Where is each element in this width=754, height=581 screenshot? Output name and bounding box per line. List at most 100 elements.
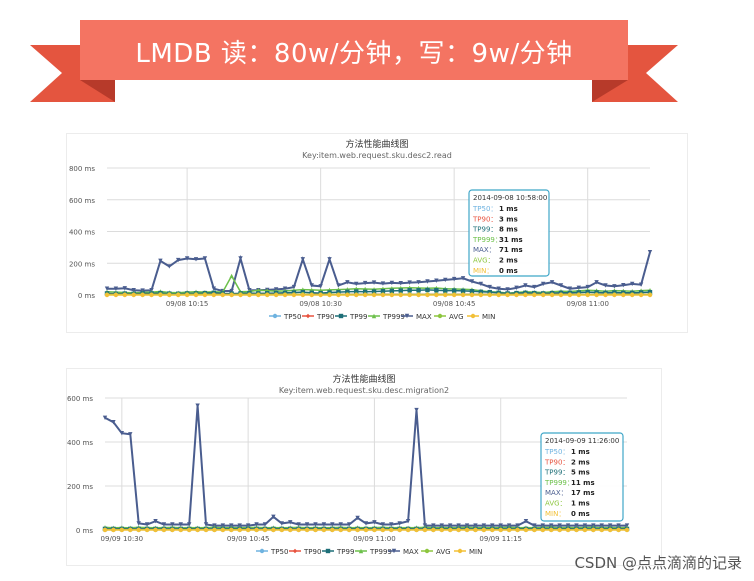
- data-point-max: [229, 288, 234, 294]
- data-point-min: [355, 527, 360, 533]
- data-point-min: [460, 292, 466, 298]
- data-point-max: [279, 521, 285, 526]
- data-point-max: [211, 286, 217, 291]
- data-point-max: [167, 264, 172, 269]
- data-point-max: [288, 520, 293, 525]
- data-point-min: [111, 527, 116, 533]
- data-point-min: [271, 527, 276, 533]
- data-point-min: [140, 292, 145, 298]
- tooltip-box: [468, 189, 550, 277]
- data-point-min: [532, 292, 537, 298]
- data-point-max: [490, 523, 495, 528]
- data-point-min: [422, 527, 428, 533]
- y-tick-label: 200 ms: [69, 260, 95, 268]
- data-point-max: [451, 276, 457, 282]
- data-point-max: [380, 522, 386, 527]
- data-point-max: [425, 279, 430, 284]
- legend-label: MAX: [416, 313, 432, 321]
- data-point-max: [443, 277, 448, 283]
- tooltip-row-value: 71 ms: [499, 246, 523, 254]
- data-point-min: [431, 527, 436, 533]
- data-point-min: [202, 292, 208, 298]
- data-point-max: [496, 286, 501, 291]
- data-point-max: [363, 521, 369, 526]
- data-point-min: [594, 292, 599, 298]
- data-point-min: [638, 292, 644, 298]
- data-point-max: [304, 522, 310, 527]
- data-point-max: [104, 286, 110, 291]
- data-point-min: [131, 292, 136, 298]
- data-point-min: [464, 527, 470, 533]
- legend-marker: [391, 548, 397, 554]
- data-point-max: [119, 431, 125, 436]
- tooltip-row-label: MAX：: [545, 489, 568, 497]
- data-point-min: [612, 292, 617, 298]
- tooltip-row-value: 1 ms: [499, 205, 518, 213]
- data-point-max: [131, 288, 136, 293]
- chart-panel-migration: 方法性能曲线图 Key:item.web.request.sku.desc.mig…: [66, 368, 662, 566]
- data-point-min: [624, 527, 630, 533]
- data-point-max: [296, 522, 301, 527]
- data-point-max: [540, 281, 546, 287]
- legend-label: TP999: [382, 313, 405, 321]
- data-point-min: [616, 527, 621, 533]
- data-point-min: [490, 527, 495, 533]
- data-point-min: [585, 292, 590, 298]
- data-point-max: [178, 522, 183, 527]
- data-point-min: [136, 527, 141, 533]
- data-point-min: [195, 527, 200, 533]
- data-point-min: [473, 527, 478, 533]
- data-point-tp99: [460, 288, 466, 294]
- data-point-max: [338, 522, 343, 527]
- tooltip-row-value: 1 ms: [571, 500, 590, 508]
- data-point-min: [282, 292, 288, 298]
- data-point-max: [186, 522, 192, 527]
- data-point-max: [603, 283, 608, 288]
- data-point-max: [327, 257, 332, 262]
- data-point-max: [576, 285, 581, 291]
- banner-main: [80, 20, 628, 80]
- data-point-max: [202, 256, 208, 261]
- data-point-max: [567, 286, 573, 291]
- data-point-max: [515, 523, 520, 528]
- legend-label: TP99: [349, 313, 367, 321]
- tooltip-row-value: 1 ms: [571, 448, 590, 456]
- data-point-max: [309, 283, 314, 288]
- data-point-max: [122, 286, 128, 291]
- data-point-min: [532, 527, 537, 533]
- y-tick-label: 800 ms: [69, 165, 95, 173]
- data-point-max: [574, 523, 579, 528]
- data-point-max: [416, 280, 421, 285]
- data-point-max: [505, 287, 510, 292]
- tooltip-row-value: 11 ms: [571, 479, 595, 487]
- data-point-max: [616, 523, 621, 528]
- data-point-min: [119, 527, 125, 533]
- tooltip-row-label: MIN：: [473, 267, 493, 275]
- tooltip-row-label: TP90：: [544, 458, 569, 466]
- legend-label: AVG: [449, 313, 464, 321]
- data-point-tp99: [469, 288, 475, 294]
- data-point-max: [397, 521, 402, 526]
- data-point-max: [271, 514, 276, 519]
- data-point-tp99: [585, 289, 590, 295]
- data-point-max: [238, 256, 243, 261]
- y-tick-label: 600 ms: [69, 197, 95, 205]
- data-point-min: [362, 292, 368, 298]
- data-point-max: [355, 515, 360, 521]
- data-point-min: [279, 527, 285, 533]
- data-point-max: [594, 280, 599, 285]
- legend-label: TP999: [369, 548, 392, 556]
- data-point-min: [321, 527, 327, 533]
- legend-marker: [358, 548, 364, 554]
- data-point-min: [338, 527, 343, 533]
- data-point-min: [372, 527, 377, 533]
- data-point-min: [256, 292, 261, 298]
- tooltip-row-label: TP50：: [472, 205, 497, 213]
- tooltip-row-label: TP99：: [544, 469, 569, 477]
- data-point-tp99: [371, 289, 377, 294]
- data-point-min: [407, 292, 412, 298]
- banner-right-fold: [592, 80, 628, 102]
- data-point-min: [506, 527, 512, 533]
- data-point-max: [354, 281, 359, 287]
- data-point-min: [540, 292, 546, 298]
